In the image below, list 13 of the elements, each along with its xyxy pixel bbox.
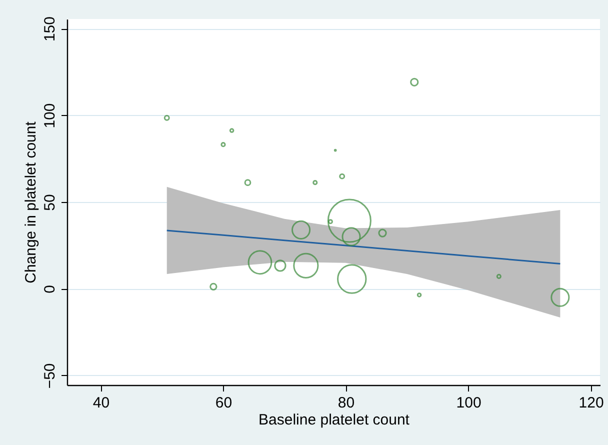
- y-tick-label: 100: [42, 103, 58, 128]
- x-tick-label: 40: [92, 394, 110, 412]
- line-series: [166, 230, 561, 264]
- x-tick-label: 100: [456, 394, 482, 412]
- y-tick-label: 150: [42, 16, 58, 42]
- x-tick-label: 80: [338, 394, 355, 412]
- y-tick-label: 0: [42, 285, 58, 294]
- x-tick-label: 60: [215, 394, 232, 412]
- x-axis-title: Baseline platelet count: [258, 412, 410, 428]
- y-axis-title: Change in platelet count: [22, 120, 40, 284]
- y-tick-label: −50: [42, 363, 58, 389]
- y-tick-label: 50: [42, 194, 58, 211]
- x-tick-label: 120: [578, 394, 604, 412]
